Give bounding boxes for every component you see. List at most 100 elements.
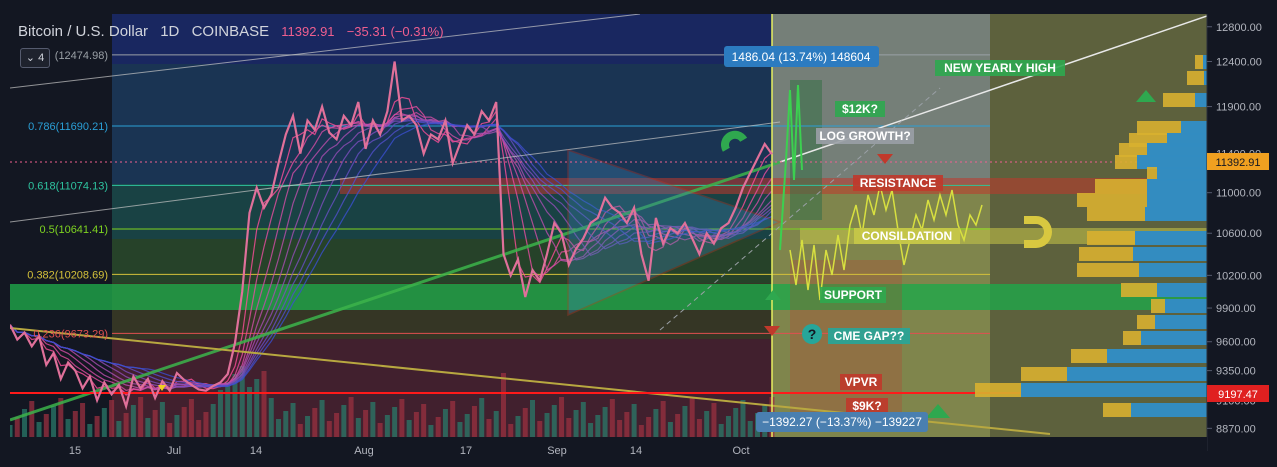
volume-bar (406, 420, 412, 437)
x-axis-panel[interactable] (0, 437, 1207, 467)
level-label-box (1207, 385, 1269, 402)
channel-upper (10, 14, 641, 89)
volume-bar (675, 414, 681, 437)
ribbon-line (10, 119, 773, 389)
volume-bar (573, 410, 579, 437)
volume-profile-bar (1187, 71, 1207, 85)
volume-bar (747, 421, 753, 437)
exchange: COINBASE (191, 23, 270, 40)
volume-bar (370, 402, 376, 437)
ribbon-line (10, 123, 773, 387)
volume-bar (457, 422, 463, 437)
volume-profile (975, 55, 1207, 417)
y-tick-label: 9600.00 (1216, 337, 1256, 349)
volume-bar (479, 398, 485, 437)
annotation-text: VPVR (845, 375, 878, 389)
volume-bar (312, 408, 318, 437)
annotation-box (935, 60, 1065, 76)
annotation-text: $12K? (842, 102, 878, 116)
volume-profile-bar-sell (1135, 231, 1207, 245)
price-change: −35.31 (−0.31%) (346, 24, 444, 39)
volume-bar (72, 411, 78, 437)
volume-bar (500, 373, 506, 437)
volume-bar (537, 421, 543, 437)
volume-bar (551, 405, 557, 437)
volume-bar (109, 400, 115, 437)
volume-profile-bar-sell (1067, 367, 1207, 381)
volume-bar (588, 423, 594, 437)
volume-bar (602, 407, 608, 437)
y-tick-label: 8870.00 (1216, 423, 1256, 435)
volume-bar (464, 414, 470, 437)
fib-label: 0.382(10208.69) (27, 269, 108, 281)
volume-bar (718, 424, 724, 437)
y-axis-panel[interactable] (1207, 14, 1277, 451)
volume-bar (399, 399, 405, 437)
marker-triangle (158, 385, 166, 391)
volume-bar (595, 415, 601, 437)
x-tick-label: 15 (69, 445, 81, 457)
volume-profile-bar-sell (1157, 283, 1207, 297)
volume-bar (486, 419, 492, 437)
volume-bar (711, 403, 717, 437)
volume-bar (544, 413, 550, 437)
volume-profile-bar-sell (1107, 349, 1207, 363)
volume-bar (384, 415, 390, 437)
annotation-text: $9K? (852, 399, 881, 413)
volume-bar (566, 418, 572, 437)
trendline-green (10, 160, 781, 422)
volume-bar (254, 379, 260, 437)
x-tick-label: Aug (354, 445, 374, 457)
volume-bar (725, 416, 731, 437)
volume-bar (276, 419, 282, 437)
annotation-box (840, 374, 882, 390)
volume-bar (696, 419, 702, 437)
volume-bar (624, 412, 630, 437)
volume-bar (297, 424, 303, 437)
volume-bar (203, 412, 209, 437)
support-zone (10, 284, 1207, 310)
volume-bar (377, 423, 383, 437)
volume-bar (355, 418, 361, 437)
zone-blue-top (112, 14, 772, 64)
arrow-down-icon-2 (764, 320, 780, 336)
volume-bar (138, 397, 144, 437)
fib-label: 0.786(11690.21) (28, 121, 108, 133)
channel-lower (10, 121, 781, 223)
fib-labels: (12474.98) 0.786(11690.21) 0.618(11074.13)… (27, 50, 108, 340)
volume-bar (631, 404, 637, 437)
interval[interactable]: 1D (160, 23, 180, 40)
volume-bar (181, 407, 187, 437)
volume-bar (348, 397, 354, 437)
volume-bar (290, 403, 296, 437)
measure-down-label: −1392.27 (−13.37%) −139227 (762, 415, 922, 429)
fib-label: 0.236(9673.29) (33, 328, 108, 340)
volume-bar (22, 409, 28, 437)
symbol-name[interactable]: Bitcoin / U.S. Dollar (18, 23, 149, 40)
volume-profile-bar-sell (1147, 143, 1207, 157)
indicators-toggle-button[interactable]: ⌄ 4 (20, 48, 50, 68)
volume-bar (508, 424, 514, 437)
x-tick-label: 14 (250, 445, 262, 457)
volume-bar (261, 371, 267, 437)
volume-bar (232, 374, 238, 437)
fib-label: 0.618(11074.13) (28, 180, 108, 192)
volume-bar (319, 400, 325, 437)
y-tick-label: 11900.00 (1216, 102, 1261, 114)
volume-bar (51, 406, 57, 437)
volume-bar (733, 408, 739, 437)
x-tick-label: Oct (732, 445, 749, 457)
volume-bar (609, 399, 615, 437)
volume-profile-bar-sell (1157, 167, 1207, 181)
volume-bar (87, 424, 93, 437)
volume-bar (515, 416, 521, 437)
volume-profile-bar-sell (1141, 331, 1207, 345)
volume-profile-bar-sell (1147, 193, 1207, 207)
volume-bar (43, 414, 49, 437)
measure-up-label: 1486.04 (13.74%) 148604 (732, 50, 871, 64)
volume-bar (217, 390, 223, 437)
volume-profile-bar-sell (1133, 247, 1207, 261)
volume-bar (326, 421, 332, 437)
volume-bar (704, 411, 710, 437)
